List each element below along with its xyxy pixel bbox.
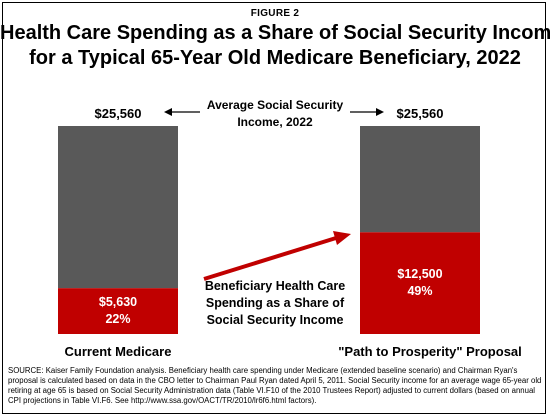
share-annotation-line-1: Beneficiary Health Care [204,279,346,293]
spending-bar-proposal [360,232,480,334]
source-note: SOURCE: Kaiser Family Foundation analysi… [8,366,542,405]
income-bar-proposal [360,126,480,233]
figure-frame [2,2,546,414]
income-annotation-line-1: Average Social Security [206,98,344,112]
share-annotation: Beneficiary Health Care Spending as a Sh… [186,278,364,329]
spending-share-proposal: 49% [407,284,433,298]
chart-title-line-2: for a Typical 65-Year Old Medicare Benef… [29,47,521,69]
share-annotation-line-3: Social Security Income [206,313,344,327]
category-label-proposal: "Path to Prosperity" Proposal [338,344,522,359]
spending-label-proposal: $12,500 49% [360,266,480,300]
income-arrow-right-head [376,108,384,116]
chart-title-line-1: Health Care Spending as a Share of Socia… [0,22,550,44]
income-arrow-left-head [164,108,172,116]
bar-total-label-proposal: $25,560 [396,106,444,121]
spending-share-current: 22% [105,312,131,326]
income-annotation: Average Social Security Income, 2022 [195,97,355,131]
income-annotation-line-2: Income, 2022 [237,115,313,129]
category-label-current: Current Medicare [64,344,172,359]
share-increase-arrow-line [203,236,337,281]
income-bar-current [58,126,178,289]
spending-value-current: $5,630 [98,295,138,309]
spending-label-current: $5,630 22% [58,294,178,328]
figure-label: FIGURE 2 [250,8,300,19]
share-annotation-line-2: Spending as a Share of [205,296,345,310]
bar-total-label-current: $25,560 [94,106,142,121]
share-increase-arrow-head [333,231,351,245]
spending-value-proposal: $12,500 [397,267,443,281]
spending-bar-current [58,288,178,334]
